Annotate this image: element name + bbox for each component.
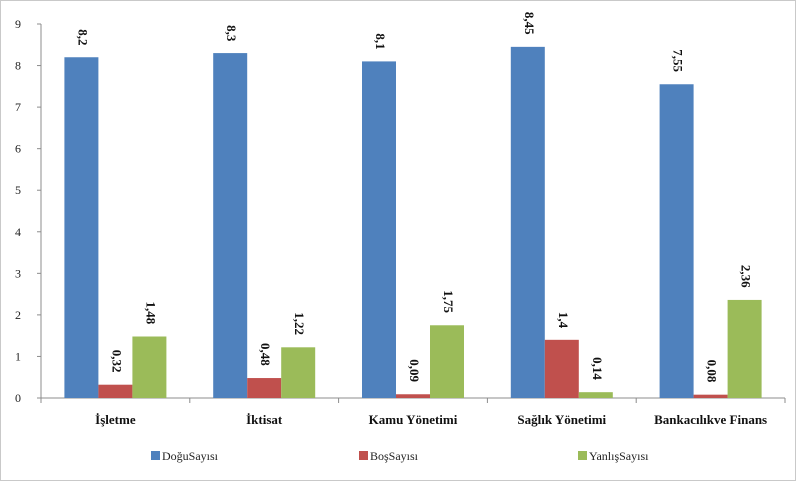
bar [396,394,430,398]
legend-swatch [151,451,160,460]
bar [362,61,396,399]
data-label: 7,55 [671,49,686,72]
bar [659,84,694,398]
category-label: İktisat [246,412,283,427]
data-label: 1,48 [143,301,158,324]
bar [64,57,99,398]
legend-swatch [578,451,587,460]
data-label: 1,22 [292,312,307,335]
y-tick-label: 4 [15,225,21,239]
y-tick-label: 3 [15,266,21,280]
data-label: 1,75 [441,290,456,313]
data-label: 0,09 [407,359,422,382]
y-tick-label: 2 [15,308,21,322]
data-label: 2,36 [739,265,754,288]
data-label: 8,1 [373,33,388,49]
y-tick-label: 8 [15,59,21,73]
legend-label: BoşSayısı [370,449,419,463]
bar [510,46,545,398]
bar [247,378,282,398]
category-label: Bankacılıkve Finans [654,412,767,427]
y-tick-label: 9 [15,17,21,31]
category-label: İşletme [95,412,136,427]
data-label: 8,45 [522,12,537,35]
data-label: 1,4 [556,312,571,329]
data-label: 0,14 [590,357,605,380]
bar [693,394,728,398]
bar [98,384,133,398]
data-label: 0,32 [109,350,124,373]
y-tick-label: 5 [15,183,21,197]
bar [132,336,167,398]
bar [430,325,464,398]
bar [544,339,579,398]
data-label: 0,48 [258,343,273,366]
data-label: 8,3 [224,25,239,42]
bar [727,299,762,398]
legend-label: YanlışSayısı [589,449,649,463]
y-tick-label: 1 [15,349,21,363]
bar [213,53,248,398]
y-tick-label: 0 [15,391,21,405]
y-tick-label: 7 [15,100,21,114]
bar [281,347,316,398]
y-tick-label: 6 [15,142,21,156]
data-label: 0,08 [705,360,720,383]
legend-label: DoğuSayısı [162,449,219,463]
category-label: Kamu Yönetimi [369,412,458,427]
data-label: 8,2 [75,29,90,45]
bar [578,392,613,398]
category-label: Sağlık Yönetimi [517,412,606,427]
legend-swatch [359,451,368,460]
